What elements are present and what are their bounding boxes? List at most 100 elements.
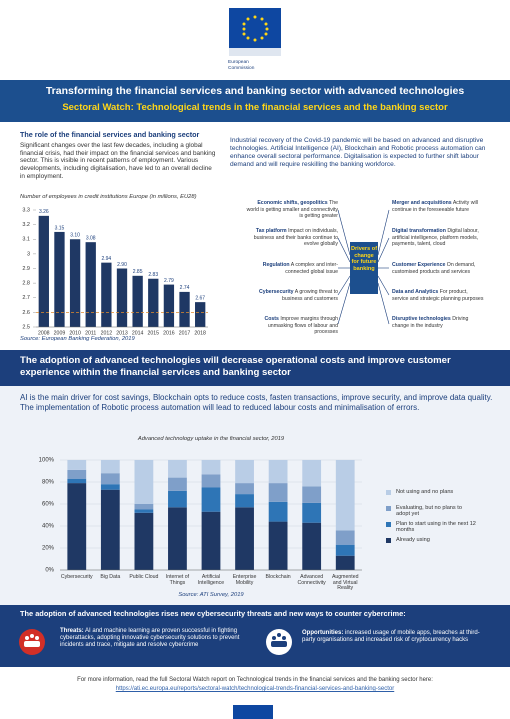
- bar: [85, 242, 96, 327]
- opportunities-label: Opportunities:: [302, 630, 344, 636]
- y-tick-label: 2.5: [22, 324, 30, 330]
- bar-segment: [268, 521, 288, 570]
- section2-band: [0, 350, 510, 386]
- driver-right: Digital transformation Digital labour, a…: [392, 228, 484, 248]
- logo-flag: [229, 8, 281, 48]
- chart-source: Source: European Banking Federation, 201…: [20, 336, 135, 342]
- bar-segment: [67, 469, 87, 479]
- driver-label: Cybersecurity: [258, 289, 294, 295]
- driver-label: Digital transformation: [392, 228, 446, 234]
- driver-text: Driving change in the industry: [392, 316, 469, 329]
- y-tick-label: 2.9: [22, 266, 30, 272]
- y-tick-label: 20%: [42, 546, 55, 552]
- title: Transforming the financial services and …: [45, 85, 465, 97]
- driver-label: Data and Analytics: [392, 289, 439, 295]
- bar-segment: [168, 460, 187, 478]
- section1-intro: Industrial recovery of the Covid-19 pand…: [230, 137, 486, 168]
- x-tick-label: 2014: [132, 330, 144, 336]
- driver-text: On demand, customised products and servi…: [392, 262, 476, 275]
- opportunities-text: increased usage of mobile apps, breaches…: [302, 630, 480, 644]
- x-tick-label: Artificial Intelligence: [197, 574, 225, 586]
- bar: [163, 284, 175, 327]
- legend-swatch: [386, 506, 391, 511]
- x-tick-label: Cybersecurity: [60, 574, 93, 580]
- bar-segment: [235, 483, 254, 495]
- driver-right: Data and Analytics For product, service …: [392, 289, 484, 302]
- bar-segment: [134, 512, 154, 570]
- bar-segment: [201, 487, 221, 512]
- bar-segment: [100, 473, 120, 485]
- value-label: 3.08: [86, 236, 96, 242]
- section2-heading: The adoption of advanced technologies wi…: [20, 355, 451, 378]
- driver-right: Customer Experience On demand, customise…: [392, 262, 484, 275]
- value-label: 3.26: [39, 209, 49, 215]
- x-tick-label: 2013: [116, 330, 128, 336]
- legend-swatch: [386, 538, 391, 543]
- driver-text: Digital labour, artificial intelligence,…: [392, 228, 479, 247]
- driver-label: Regulation: [262, 262, 290, 268]
- value-label: 3.15: [55, 225, 65, 231]
- bar: [116, 268, 128, 327]
- opportunities: Opportunities: increased usage of mobile…: [302, 630, 492, 644]
- bar-segment: [335, 544, 355, 556]
- driver-connectors: [337, 209, 390, 325]
- threats-icon-people: [24, 634, 40, 647]
- bar-segment: [168, 477, 187, 491]
- bar-segment: [100, 484, 120, 490]
- bar: [38, 215, 49, 327]
- threats-text: AI and machine learning are proven succe…: [60, 628, 240, 649]
- x-tick-label: Internet of Things: [165, 574, 190, 586]
- x-tick-label: Augmented and Virtual Reality: [331, 574, 359, 592]
- bar-segment: [168, 490, 187, 508]
- y-tick-label: 3: [27, 251, 30, 257]
- driver-center-box: [350, 242, 378, 294]
- legend-label: Evaluating, but no plans to adopt yet: [396, 505, 462, 518]
- opportunities-icon-people: [271, 633, 287, 647]
- driver-right: Merger and acquisitions Activity will co…: [392, 200, 484, 213]
- threats-label: Threats:: [60, 628, 84, 634]
- y-tick-label: 40%: [42, 524, 55, 530]
- driver-text: For product, service and strategic plann…: [392, 289, 484, 302]
- footer-link[interactable]: https://ati.ec.europa.eu/reports/sectora…: [115, 686, 395, 692]
- driver-label: Merger and acquisitions: [392, 200, 452, 206]
- bar-segment: [67, 460, 87, 470]
- y-tick-label: 2.6: [22, 310, 30, 316]
- driver-left: Tax platform Impact on individuals, busi…: [246, 228, 338, 248]
- bar-segment: [201, 511, 221, 570]
- x-tick-label: 2010: [69, 330, 81, 336]
- value-label: 3.10: [70, 233, 80, 239]
- x-tick-label: 2016: [163, 330, 175, 336]
- bar-segment: [134, 460, 154, 504]
- x-tick-label: 2009: [54, 330, 66, 336]
- logo-stars: [242, 15, 269, 42]
- bar-segment: [134, 504, 154, 510]
- driver-label: Disruptive technologies: [392, 316, 451, 322]
- driver-center: Drivers of change for future banking: [350, 246, 378, 273]
- bar-segment: [302, 502, 322, 523]
- y-tick-label: 2.8: [22, 281, 30, 287]
- subtitle: Sectoral Watch: Technological trends in …: [62, 102, 448, 113]
- bar-segment: [235, 507, 254, 570]
- bar-segment: [168, 507, 187, 570]
- x-tick-label: 2015: [147, 330, 159, 336]
- driver-label: Costs: [264, 316, 279, 322]
- y-tick-label: 0%: [45, 568, 54, 574]
- driver-left: Regulation A complex and inter-connected…: [246, 262, 338, 275]
- bar-segment: [100, 489, 120, 570]
- y-tick-label: 3.1: [22, 237, 30, 243]
- driver-text: A growing threat to business and custome…: [282, 289, 338, 302]
- driver-label: Customer Experience: [392, 262, 446, 268]
- value-label: 2.67: [195, 295, 205, 301]
- driver-text: Impact on individuals, business and thei…: [253, 228, 338, 247]
- y-tick-label: 100%: [39, 458, 55, 464]
- driver-left: Cybersecurity A growing threat to busine…: [246, 289, 338, 302]
- driver-text: Improve margins through unmasking flows …: [267, 316, 338, 335]
- x-tick-label: 2018: [194, 330, 206, 336]
- value-label: 2.74: [180, 285, 190, 291]
- bar-segment: [134, 509, 154, 513]
- x-tick-label: Blockchain: [265, 574, 291, 580]
- logo-text: European Commission: [228, 60, 288, 72]
- y-tick-label: 3.3: [22, 207, 30, 213]
- driver-text: A complex and inter-connected global iss…: [285, 262, 338, 275]
